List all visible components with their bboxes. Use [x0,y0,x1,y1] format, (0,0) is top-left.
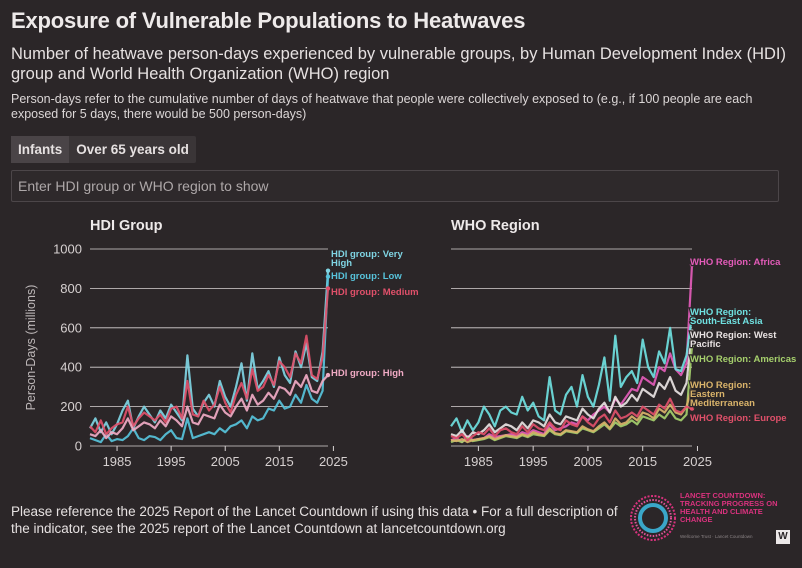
series-end-point [689,343,695,348]
series-label-line: Pacific [690,339,721,350]
series-label-line: HDI group: High [331,368,404,379]
y-tick-label: 600 [60,320,82,335]
y-tick-label: 400 [60,360,82,375]
series-line [450,264,694,444]
series-end-point [689,406,695,411]
series-label-line: Eastern [690,389,725,400]
series-label: HDI group: Medium [331,287,419,298]
x-tick-label: 2005 [573,454,602,469]
series-end-point [325,274,331,279]
group-search-input[interactable] [11,170,779,202]
series-label-line: HDI group: Medium [331,287,419,298]
series-end-point [689,329,695,334]
hdi-panel-title: HDI Group [90,218,163,234]
series-end-point [689,262,695,267]
x-tick-label: 1995 [519,454,548,469]
who-panel-title: WHO Region [451,218,540,234]
series-line [89,288,330,436]
series-label-line: WHO Region: [690,380,751,391]
x-tick-label: 1985 [464,454,493,469]
series-line [450,386,694,444]
y-tick-label: 1000 [53,242,82,257]
x-tick-label: 2005 [211,454,240,469]
wellcome-mark: W [776,530,790,544]
footer-reference: Please reference the 2025 Report of the … [11,504,618,536]
x-tick-label: 1985 [103,454,132,469]
chart-panel-hdi: 0 200 400 600 800 1000 1985 1995 2005 2015 2025 Per… [24,242,420,470]
series-end-point [325,268,331,273]
x-tick-label: 1995 [157,454,186,469]
series-line [450,331,694,440]
series-end-point [325,372,331,378]
series-label: WHO Region: Europe [690,413,787,424]
tab-infants[interactable]: Infants [11,136,70,163]
x-tick-label: 2015 [265,454,294,469]
series-label-line: WHO Region: Europe [690,413,787,424]
population-tabs: Infants Over 65 years old [11,136,196,163]
page-subtitle: Number of heatwave person-days experienc… [11,45,786,83]
series-line [89,276,330,444]
series-line [450,315,694,434]
series-line [450,397,693,442]
page-title: Exposure of Vulnerable Populations to He… [11,8,526,33]
series-end-point [689,313,695,319]
series-label: WHO Region: Africa [690,257,781,268]
definition-note: Person-days refer to the cumulative numb… [11,92,753,121]
y-tick-label: 800 [60,281,82,296]
x-tick-label: 2025 [319,454,348,469]
x-tick-label: 2015 [628,454,657,469]
y-axis-label: Person-Days (millions) [24,285,38,411]
series-end-point [689,384,695,390]
x-tick-label: 2025 [683,454,712,469]
series-label: WHO Region: Americas [690,354,796,365]
series-label: HDI group: High [331,368,404,379]
lancet-countdown-logo: LANCET COUNTDOWN: TRACKING PROGRESS ON H… [628,488,798,548]
tab-over-65[interactable]: Over 65 years old [76,142,189,157]
series-label-line: WHO Region: West [690,330,777,341]
chart-panel-who: 1985 1995 2005 2015 2025 WHO Region: Africa WH… [450,248,798,469]
y-tick-label: 0 [75,439,82,454]
series-label-line: WHO Region: Americas [690,354,796,365]
series-label-line: WHO Region: [690,307,751,318]
y-tick-label: 200 [60,399,82,414]
series-line [89,374,329,440]
lancet-countdown-ring-icon [630,495,676,541]
logo-subtext: Wellcome Trust · Lancet Countdown [680,534,753,539]
series-label: WHO Region: South-East Asia [690,307,763,327]
series-label: HDI group: Very High [331,249,404,269]
series-label-line: HDI group: Very [331,249,404,260]
logo-text: LANCET COUNTDOWN: TRACKING PROGRESS ON H… [680,491,778,524]
series-label-line: High [331,258,352,269]
series-label-line: HDI group: Low [331,271,402,282]
series-label: WHO Region: West Pacific [690,330,777,350]
series-end-point [325,286,331,291]
series-label-line: WHO Region: Africa [690,257,781,268]
series-label-line: Mediterranean [690,398,755,409]
series-label: HDI group: Low [331,271,402,282]
series-label-line: South-East Asia [690,316,763,327]
series-label: WHO Region: Eastern Mediterranean [690,380,755,409]
